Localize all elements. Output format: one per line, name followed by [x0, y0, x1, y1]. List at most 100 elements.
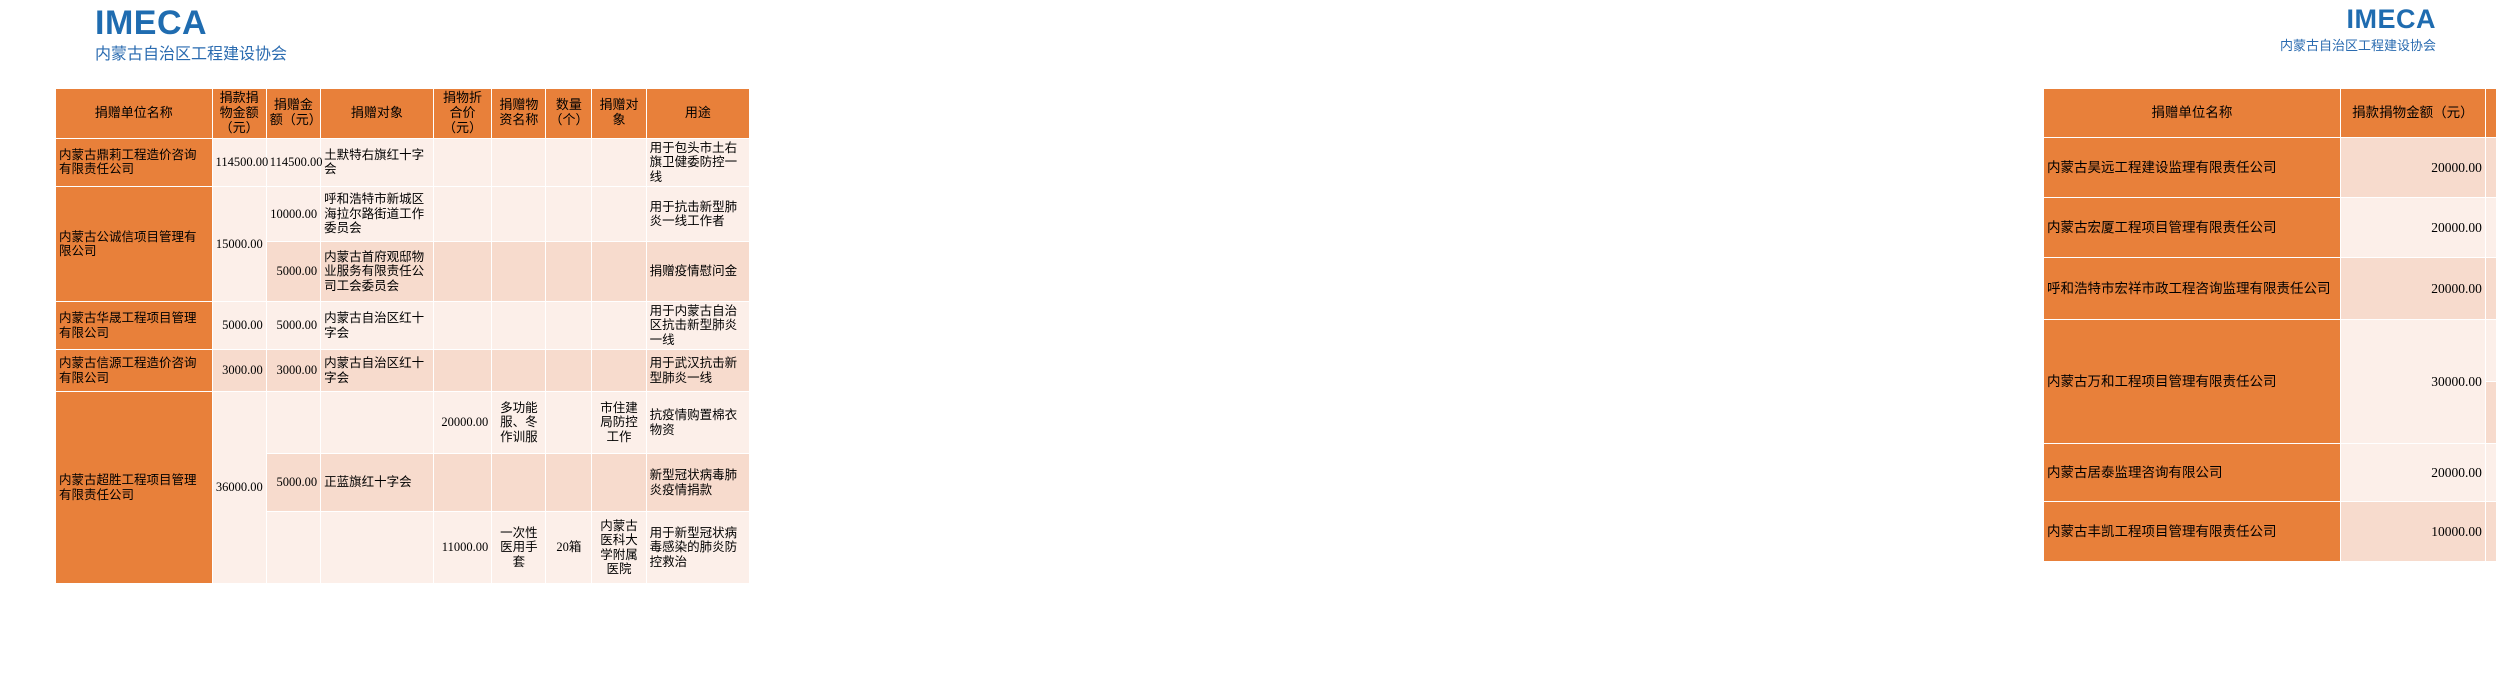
cell-org: 内蒙古居泰监理咨询有限公司 [2043, 443, 2341, 502]
cell-goods-value [432, 300, 493, 351]
cell-goods-value [432, 453, 493, 513]
logo-text: IMECA [2346, 4, 2436, 34]
table-header-row: 捐赠单位名称 捐款捐物金额（元） 捐赠金额（元） 捐赠对象 捐物折合价（元） 捐… [55, 88, 751, 139]
organization-name: 内蒙古自治区工程建设协会 [2279, 38, 2436, 53]
cell-use: 抗疫情购置棉衣物资 [645, 391, 751, 455]
cell-target: 正蓝旗红十字会 [320, 453, 434, 513]
cell-amount [2484, 137, 2496, 198]
cell-amount: 10000.00 [265, 185, 322, 242]
cell-total: 3000.00 [211, 349, 267, 393]
cell-org: 内蒙古华晟工程项目管理有限公司 [55, 300, 213, 351]
cell-target [320, 511, 434, 585]
cell-org: 内蒙古信源工程造价咨询有限公司 [55, 349, 213, 393]
cell-target [320, 391, 434, 455]
cell-goods-value: 20000.00 [432, 391, 493, 455]
cell-amount [265, 391, 322, 455]
cell-qty [545, 185, 593, 242]
cell-total: 20000.00 [2339, 257, 2486, 320]
cell-target2 [591, 240, 647, 302]
cell-use: 用于包头市土右旗卫健委防控一线 [645, 137, 751, 187]
table-row: 内蒙古超胜工程项目管理有限责任公司 36000.00 20000.00 多功能服… [55, 391, 751, 585]
cell-goods-name: 一次性医用手套 [491, 511, 547, 585]
cell-amount [2484, 319, 2496, 382]
cell-qty [545, 137, 593, 187]
cell-total: 5000.00 [211, 300, 267, 351]
cell-amount [2484, 197, 2496, 258]
table-row: 内蒙古宏厦工程项目管理有限责任公司 20000.00 20000.00 多功能服… [2043, 197, 2496, 258]
cell-target2 [591, 137, 647, 187]
cell-qty: 20箱 [545, 511, 593, 585]
cell-amount: 5000.00 [265, 453, 322, 513]
cell-qty [545, 240, 593, 302]
cell-goods-value: 11000.00 [432, 511, 493, 585]
cell-total: 15000.00 [211, 185, 267, 302]
col-header-total: 捐款捐物金额（元） [2339, 88, 2486, 138]
cell-use: 用于内蒙古自治区抗击新型肺炎一线 [645, 300, 751, 351]
table-row: 5000.00 内蒙古首府观邸物业服务有限责任公司工会委员会 捐赠疫情慰问金 [56, 240, 751, 302]
cell-amount: 5000.00 [265, 300, 322, 351]
col-header-amount: 捐赠金额（元） [265, 88, 322, 139]
cell-goods-name [491, 300, 547, 351]
donation-table-left: 捐赠单位名称 捐款捐物金额（元） 捐赠金额（元） 捐赠对象 捐物折合价（元） 捐… [55, 88, 751, 585]
brand-right: IMECA 内蒙古自治区工程建设协会 [2280, 6, 2436, 53]
cell-amount [2484, 257, 2496, 320]
table-row: 内蒙古居泰监理咨询有限公司 20000.00 20000.00 多功能服、冬作训… [2043, 443, 2496, 502]
cell-amount: 5000.00 [265, 240, 322, 302]
table-row: 内蒙古信源工程造价咨询有限公司 3000.00 3000.00 内蒙古自治区红十… [55, 349, 751, 393]
cell-target: 土默特右旗红十字会 [320, 137, 434, 187]
logo-text: IMECA [95, 4, 208, 42]
cell-org: 内蒙古万和工程项目管理有限责任公司 [2043, 319, 2341, 444]
cell-goods-name [491, 240, 547, 302]
brand-left: IMECA 内蒙古自治区工程建设协会 [95, 6, 287, 64]
cell-org: 内蒙古超胜工程项目管理有限责任公司 [55, 391, 213, 585]
cell-amount: 10000.00 [2484, 381, 2496, 444]
table-row: 内蒙古万和工程项目管理有限责任公司 30000.00 20000.00 多功能服… [2043, 319, 2496, 444]
cell-target: 呼和浩特市新城区海拉尔路街道工作委员会 [320, 185, 434, 242]
cell-target2 [591, 349, 647, 393]
table-header-row: 捐赠单位名称 捐款捐物金额（元） 捐赠金额（元） 捐赠对象 捐物折合价（元） 捐… [2043, 88, 2496, 138]
cell-qty [545, 300, 593, 351]
cell-target2: 内蒙古医科大学附属医院 [591, 511, 647, 585]
cell-org: 内蒙古公诚信项目管理有限公司 [55, 185, 213, 302]
cell-goods-value [432, 137, 493, 187]
cell-qty [545, 349, 593, 393]
cell-target2 [591, 453, 647, 513]
cell-total: 20000.00 [2339, 137, 2486, 198]
col-header-use: 用途 [645, 88, 751, 139]
cell-amount: 114500.00 [265, 137, 322, 187]
cell-goods-name: 多功能服、冬作训服 [491, 391, 547, 455]
cell-target2: 市住建局防控工作 [591, 391, 647, 455]
cell-total: 30000.00 [2339, 319, 2486, 444]
cell-goods-name [491, 185, 547, 242]
cell-goods-value [432, 349, 493, 393]
table-row: 呼和浩特市宏祥市政工程咨询监理有限责任公司 20000.00 20000.00 … [2043, 257, 2496, 320]
col-header-org: 捐赠单位名称 [2043, 88, 2341, 138]
cell-target: 内蒙古自治区红十字会 [320, 300, 434, 351]
table-row: 内蒙古华晟工程项目管理有限公司 5000.00 5000.00 内蒙古自治区红十… [55, 300, 751, 351]
cell-goods-value [432, 185, 493, 242]
col-header-target2: 捐赠对象 [591, 88, 647, 139]
cell-target2 [591, 185, 647, 242]
cell-total: 114500.00 [211, 137, 268, 187]
cell-use: 用于新型冠状病毒感染的肺炎防控救治 [645, 511, 751, 585]
cell-total: 36000.00 [211, 391, 267, 585]
cell-use: 新型冠状病毒肺炎疫情捐款 [645, 453, 751, 513]
table-row: 内蒙古公诚信项目管理有限公司 15000.00 10000.00 呼和浩特市新城… [55, 185, 751, 302]
cell-goods-value [432, 240, 493, 302]
table-row: 内蒙古昊远工程建设监理有限责任公司 20000.00 20000.00 多功能服… [2043, 137, 2496, 198]
cell-goods-name [491, 349, 547, 393]
cell-amount [2484, 443, 2496, 502]
col-header-amount: 捐赠金额（元） [2484, 88, 2496, 138]
table-row: 内蒙古丰凯工程项目管理有限责任公司 10000.00 10000.00 鄂尔多斯… [2043, 501, 2496, 562]
table-row: 内蒙古鼎莉工程造价咨询有限责任公司 114500.00 114500.00 土默… [55, 137, 751, 187]
cell-target: 内蒙古首府观邸物业服务有限责任公司工会委员会 [320, 240, 434, 302]
col-header-total: 捐款捐物金额（元） [211, 88, 267, 139]
cell-goods-name [491, 137, 547, 187]
cell-org: 内蒙古昊远工程建设监理有限责任公司 [2043, 137, 2341, 198]
cell-org: 内蒙古宏厦工程项目管理有限责任公司 [2043, 197, 2341, 258]
cell-org: 内蒙古丰凯工程项目管理有限责任公司 [2043, 501, 2341, 562]
cell-goods-name [491, 453, 547, 513]
cell-use: 用于抗击新型肺炎一线工作者 [645, 185, 751, 242]
cell-target2 [591, 300, 647, 351]
cell-org: 呼和浩特市宏祥市政工程咨询监理有限责任公司 [2043, 257, 2341, 320]
